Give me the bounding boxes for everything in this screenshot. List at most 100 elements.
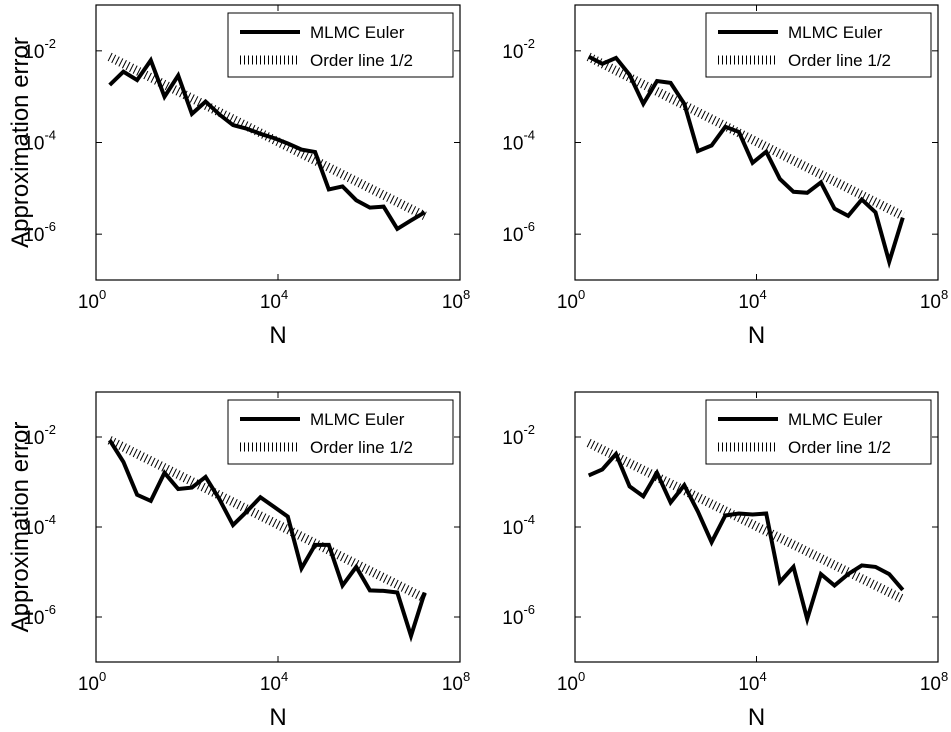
x-tick-exponent: 0 bbox=[99, 287, 106, 302]
y-tick-exponent: -2 bbox=[44, 36, 56, 51]
y-tick-base: 10 bbox=[23, 134, 44, 155]
y-tick-exponent: -4 bbox=[44, 128, 56, 143]
legend: MLMC Euler Order line 1/2 bbox=[227, 12, 454, 78]
x-tick-label: 108 bbox=[442, 287, 470, 313]
legend-box bbox=[705, 12, 932, 78]
x-tick-exponent: 4 bbox=[759, 669, 766, 684]
x-tick-base: 10 bbox=[920, 674, 941, 695]
legend-box bbox=[227, 399, 454, 465]
x-tick-exponent: 4 bbox=[281, 669, 288, 684]
y-tick-label: 10-2 bbox=[23, 422, 56, 449]
y-tick-base: 10 bbox=[502, 42, 523, 63]
y-tick-label: 10-6 bbox=[502, 219, 535, 246]
y-tick-label: 10-6 bbox=[23, 602, 56, 629]
legend-label: MLMC Euler bbox=[788, 410, 883, 429]
legend: MLMC Euler Order line 1/2 bbox=[227, 399, 454, 465]
y-tick-label: 10-4 bbox=[502, 512, 535, 539]
x-tick-label: 104 bbox=[738, 669, 766, 695]
y-tick-exponent: -4 bbox=[523, 512, 535, 527]
mlmc-euler-series bbox=[108, 439, 427, 643]
x-tick-label: 100 bbox=[78, 669, 106, 695]
x-tick-label: 108 bbox=[920, 287, 948, 313]
y-tick-label: 10-2 bbox=[502, 36, 535, 63]
y-tick-base: 10 bbox=[502, 608, 523, 629]
x-tick-label: 100 bbox=[557, 287, 585, 313]
mlmc-euler-series bbox=[587, 54, 905, 269]
x-tick-exponent: 8 bbox=[941, 287, 948, 302]
x-tick-base: 10 bbox=[442, 674, 463, 695]
x-axis-title: N bbox=[269, 322, 286, 349]
x-tick-base: 10 bbox=[442, 292, 463, 313]
order-line-series bbox=[107, 436, 427, 603]
y-tick-label: 10-2 bbox=[502, 422, 535, 449]
y-axis-title: Approximation error bbox=[7, 37, 34, 248]
x-tick-base: 10 bbox=[920, 292, 941, 313]
x-tick-exponent: 8 bbox=[941, 669, 948, 684]
y-tick-exponent: -6 bbox=[44, 219, 56, 234]
x-tick-exponent: 4 bbox=[759, 287, 766, 302]
order-line-series bbox=[107, 52, 427, 220]
legend-label: MLMC Euler bbox=[310, 23, 405, 42]
y-tick-base: 10 bbox=[23, 608, 44, 629]
x-tick-label: 108 bbox=[442, 669, 470, 695]
x-tick-base: 10 bbox=[557, 674, 578, 695]
order-line-series bbox=[586, 52, 905, 220]
x-tick-base: 10 bbox=[260, 674, 281, 695]
x-tick-exponent: 8 bbox=[463, 287, 470, 302]
legend-box bbox=[705, 399, 932, 465]
legend-label: Order line 1/2 bbox=[788, 51, 891, 70]
y-tick-label: 10-2 bbox=[23, 36, 56, 63]
x-tick-label: 104 bbox=[738, 287, 766, 313]
y-tick-exponent: -2 bbox=[44, 422, 56, 437]
legend: MLMC Euler Order line 1/2 bbox=[705, 399, 932, 465]
y-tick-exponent: -2 bbox=[523, 422, 535, 437]
x-tick-exponent: 0 bbox=[578, 669, 585, 684]
x-tick-label: 108 bbox=[920, 669, 948, 695]
x-tick-label: 100 bbox=[78, 287, 106, 313]
y-tick-exponent: -4 bbox=[44, 512, 56, 527]
y-tick-base: 10 bbox=[502, 518, 523, 539]
y-tick-exponent: -2 bbox=[523, 36, 535, 51]
y-tick-exponent: -6 bbox=[523, 602, 535, 617]
x-tick-base: 10 bbox=[557, 292, 578, 313]
x-axis-title: N bbox=[748, 704, 765, 731]
y-tick-label: 10-6 bbox=[502, 602, 535, 629]
x-tick-label: 104 bbox=[260, 287, 288, 313]
y-tick-base: 10 bbox=[23, 428, 44, 449]
y-tick-label: 10-4 bbox=[23, 128, 56, 155]
legend-label: Order line 1/2 bbox=[788, 438, 891, 457]
y-tick-exponent: -6 bbox=[44, 602, 56, 617]
x-tick-base: 10 bbox=[78, 292, 99, 313]
x-axis-title: N bbox=[748, 322, 765, 349]
y-tick-base: 10 bbox=[23, 518, 44, 539]
y-tick-exponent: -6 bbox=[523, 219, 535, 234]
y-tick-base: 10 bbox=[502, 134, 523, 155]
x-tick-base: 10 bbox=[260, 292, 281, 313]
x-tick-base: 10 bbox=[738, 292, 759, 313]
y-tick-label: 10-4 bbox=[23, 512, 56, 539]
x-tick-label: 100 bbox=[557, 669, 585, 695]
legend-label: Order line 1/2 bbox=[310, 51, 413, 70]
x-tick-exponent: 0 bbox=[99, 669, 106, 684]
x-tick-exponent: 4 bbox=[281, 287, 288, 302]
y-tick-label: 10-6 bbox=[23, 219, 56, 246]
legend-label: MLMC Euler bbox=[788, 23, 883, 42]
y-tick-base: 10 bbox=[23, 225, 44, 246]
x-tick-base: 10 bbox=[78, 674, 99, 695]
legend: MLMC Euler Order line 1/2 bbox=[705, 12, 932, 78]
x-tick-exponent: 0 bbox=[578, 287, 585, 302]
x-tick-exponent: 8 bbox=[463, 669, 470, 684]
y-axis-title: Approximation error bbox=[7, 422, 34, 633]
legend-box bbox=[227, 12, 454, 78]
x-tick-base: 10 bbox=[738, 674, 759, 695]
y-tick-base: 10 bbox=[23, 42, 44, 63]
y-tick-base: 10 bbox=[502, 428, 523, 449]
order-line-series bbox=[586, 438, 905, 604]
x-tick-label: 104 bbox=[260, 669, 288, 695]
